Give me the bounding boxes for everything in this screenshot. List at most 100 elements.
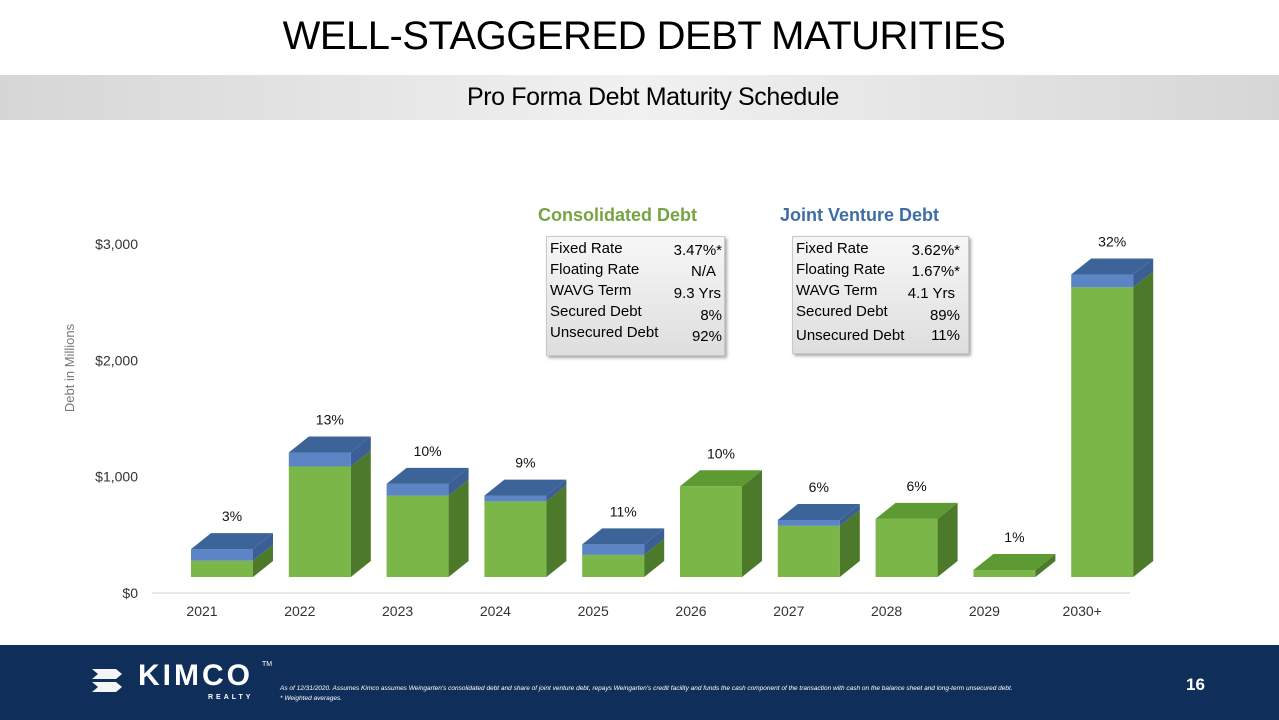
- consolidated-term-value: 9.3 Yrs: [673, 285, 721, 302]
- bar-jv-front: [1071, 274, 1134, 288]
- bar-consolidated-side: [839, 509, 860, 577]
- bar-data-label: 10%: [707, 445, 735, 461]
- jv-heading: Joint Venture Debt: [780, 205, 940, 225]
- consolidated-floating-value: N/A: [690, 263, 716, 280]
- bar-data-label: 1%: [1004, 529, 1024, 545]
- jv-secured-label: Secured Debt: [796, 303, 888, 320]
- bar-consolidated-side: [644, 538, 665, 577]
- bar-jv-side: [644, 528, 665, 555]
- bar-consolidated-side: [1133, 271, 1154, 577]
- kimco-chevron-icon: [92, 669, 122, 692]
- footnote: As of 12/31/2020. Assumes Kimco assumes …: [280, 684, 1100, 704]
- kimco-logo: KIMCO TM REALTY: [90, 659, 275, 701]
- consolidated-info-box: Fixed Rate 3.47%* Floating Rate N/A WAVG…: [546, 236, 725, 356]
- bar-jv-side: [1133, 258, 1154, 288]
- bar-consolidated-front: [386, 495, 449, 577]
- bar-data-label: 6%: [906, 478, 926, 494]
- bar-consolidated-front: [777, 525, 840, 577]
- consolidated-fixed-value: 3.47%*: [673, 242, 722, 259]
- subtitle-band: Pro Forma Debt Maturity Schedule: [0, 75, 1279, 120]
- bar-data-label: 6%: [809, 479, 829, 495]
- bar-jv-front: [191, 549, 253, 561]
- x-tick-label: 2026: [675, 603, 706, 619]
- bar-jv-side: [350, 436, 371, 467]
- bar-top-face: [386, 467, 469, 484]
- bar-consolidated-front: [680, 486, 742, 577]
- logo-wordmark: KIMCO: [138, 659, 253, 692]
- x-tick-label: 2030+: [1063, 603, 1102, 619]
- bar-top-face: [288, 436, 371, 453]
- bar-data-label: 32%: [1098, 234, 1126, 250]
- bar-jv-side: [448, 467, 469, 496]
- bar-data-label: 10%: [414, 443, 442, 459]
- bar-consolidated-side: [448, 479, 469, 577]
- x-tick-label: 2022: [284, 603, 315, 619]
- bar-jv-side: [839, 503, 860, 526]
- bar-consolidated-front: [288, 466, 351, 577]
- bar-consolidated-front: [484, 501, 547, 577]
- x-tick-label: 2021: [186, 603, 217, 619]
- bar-jv-front: [386, 483, 449, 496]
- y-tick-label: $1,000: [95, 469, 138, 485]
- slide-subtitle: Pro Forma Debt Maturity Schedule: [466, 83, 840, 111]
- bar-consolidated-front: [973, 570, 1036, 577]
- y-tick-label: $3,000: [95, 236, 138, 252]
- y-tick-label: $2,000: [95, 352, 138, 368]
- bar-jv-side: [253, 533, 273, 561]
- consolidated-floating-label: Floating Rate: [550, 261, 640, 278]
- x-tick-label: 2024: [480, 603, 511, 619]
- y-axis-label: Debt in Millions: [62, 323, 77, 412]
- x-tick-label: 2028: [871, 603, 902, 619]
- bar-consolidated-side: [1035, 554, 1056, 577]
- footer-bar: KIMCO TM REALTY As of 12/31/2020. Assume…: [0, 645, 1279, 720]
- bar-consolidated-side: [937, 502, 958, 577]
- jv-term-value: 4.1 Yrs: [907, 285, 955, 302]
- x-tick-label: 2027: [773, 603, 804, 619]
- bar-data-label: 9%: [515, 455, 535, 471]
- logo-subtitle: REALTY: [208, 694, 254, 701]
- bar-consolidated-front: [1071, 287, 1134, 577]
- bar-jv-side: [546, 479, 567, 502]
- bar-consolidated-front: [875, 518, 938, 577]
- bar-top-face: [582, 528, 665, 545]
- bar-top-face: [484, 479, 567, 496]
- slide-title: WELL-STAGGERED DEBT MATURITIES: [282, 14, 1006, 58]
- consolidated-heading: Consolidated Debt: [538, 205, 698, 225]
- logo-trademark: TM: [262, 661, 273, 668]
- consolidated-unsecured-value: 92%: [691, 328, 722, 345]
- jv-fixed-label: Fixed Rate: [796, 240, 869, 257]
- jv-unsecured-label: Unsecured Debt: [796, 327, 905, 344]
- page-number: 16: [1186, 675, 1205, 694]
- jv-floating-label: Floating Rate: [796, 261, 886, 278]
- debt-maturity-chart: $0 $1,000 $2,000 $3,000 Debt in Millions 3% 20…: [62, 234, 1154, 619]
- bar-data-label: 11%: [610, 503, 637, 519]
- bar-jv-front: [777, 519, 840, 526]
- jv-info-box: Fixed Rate 3.62%* Floating Rate 1.67%* W…: [792, 236, 969, 354]
- consolidated-secured-value: 8%: [700, 307, 722, 324]
- bar-top-face: [973, 554, 1056, 571]
- jv-term-label: WAVG Term: [796, 282, 878, 299]
- jv-secured-value: 89%: [929, 307, 960, 324]
- x-tick-label: 2025: [578, 603, 609, 619]
- bar-jv-front: [484, 495, 547, 502]
- y-tick-label: $0: [122, 585, 138, 601]
- footnote-line-2: * Weighted averages.: [280, 695, 343, 702]
- consolidated-term-label: WAVG Term: [550, 282, 632, 299]
- consolidated-fixed-label: Fixed Rate: [550, 240, 623, 257]
- bar-consolidated-side: [546, 485, 567, 577]
- bar-top-face: [680, 470, 762, 487]
- bar-jv-front: [582, 544, 645, 555]
- bar-top-face: [191, 533, 273, 550]
- footnote-line-1: As of 12/31/2020. Assumes Kimco assumes …: [280, 685, 1013, 692]
- x-tick-label: 2023: [382, 603, 413, 619]
- bar-consolidated-front: [582, 554, 645, 577]
- bar-consolidated-side: [350, 450, 371, 577]
- bar-top-face: [1071, 258, 1154, 275]
- consolidated-unsecured-label: Unsecured Debt: [550, 324, 659, 341]
- bar-consolidated-side: [742, 470, 762, 577]
- jv-floating-value: 1.67%*: [911, 263, 960, 280]
- bar-top-face: [777, 503, 860, 520]
- bar-data-label: 13%: [316, 412, 344, 428]
- bar-jv-front: [288, 452, 351, 467]
- bar-consolidated-front: [191, 560, 253, 577]
